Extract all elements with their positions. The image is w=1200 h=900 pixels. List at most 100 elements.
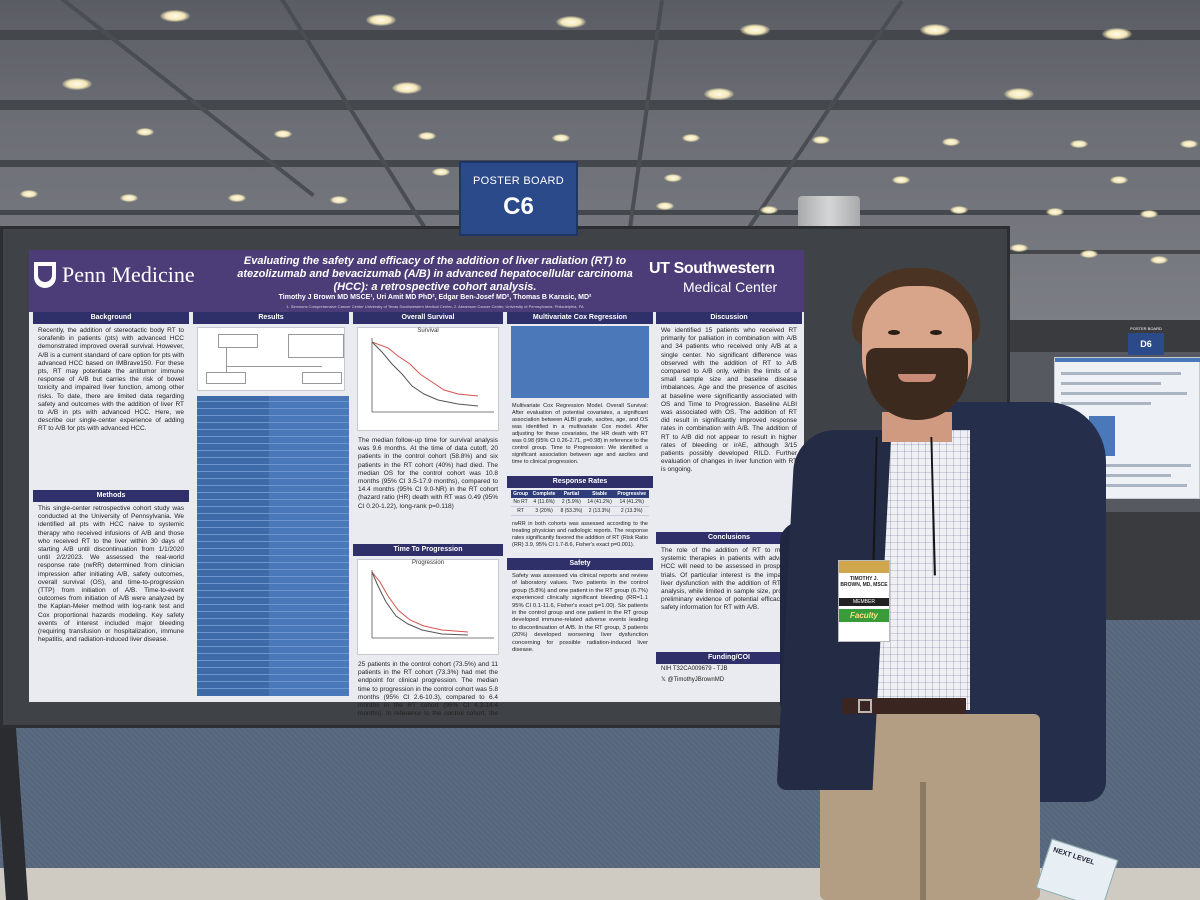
ceiling-light <box>556 16 586 28</box>
ceiling-light <box>1180 140 1198 148</box>
cox-regression-table <box>511 326 649 398</box>
table-header-cell: Stable <box>584 490 615 498</box>
poster-affiliations: 1. Simmons Comprehensive Cancer Center U… <box>286 304 584 309</box>
table-cell: No RT <box>511 498 531 507</box>
section-header-mv-cox: Multivariate Cox Regression <box>507 312 653 324</box>
table-row <box>197 522 349 528</box>
background-text: Recently, the addition of stereotactic b… <box>38 327 184 433</box>
table-row <box>197 571 349 577</box>
poster-title: Evaluating the safety and efficacy of th… <box>237 255 633 293</box>
ceiling-light <box>1070 140 1088 148</box>
table-row <box>197 494 349 500</box>
consort-connector <box>226 348 227 372</box>
table-row <box>197 648 349 654</box>
utsw-wordmark: UT Southwestern <box>649 260 775 277</box>
table-header-cell: Group <box>511 490 531 498</box>
table-row <box>197 438 349 444</box>
section-header-overall-survival: Overall Survival <box>353 312 503 324</box>
table-row <box>197 599 349 605</box>
ceiling-truss <box>0 100 1200 110</box>
neighbor-poster-text <box>1061 474 1171 477</box>
table-row <box>197 452 349 458</box>
neighbor-poster-text <box>1061 464 1191 467</box>
progression-curve-control <box>371 571 469 636</box>
ceiling-light <box>892 176 910 184</box>
table-row <box>197 669 349 675</box>
table-row <box>197 445 349 451</box>
penn-medicine-wordmark: Penn Medicine <box>62 262 195 287</box>
poster-authors: Timothy J Brown MD MSCE¹, Uri Amit MD Ph… <box>278 294 592 301</box>
table-row <box>197 662 349 668</box>
ceiling-light <box>812 136 830 144</box>
table-row <box>197 410 349 416</box>
penn-shield-icon <box>34 262 56 288</box>
table-cell: 2 (13.3%) <box>614 506 649 516</box>
table-row <box>197 557 349 563</box>
survival-curve-rt <box>371 341 479 397</box>
ceiling-light <box>682 134 700 142</box>
column-discussion: Discussion We identified 15 patients who… <box>656 312 802 702</box>
table-row <box>197 613 349 619</box>
table-header-cell: Complete <box>530 490 559 498</box>
table-row <box>197 655 349 661</box>
table-row <box>197 501 349 507</box>
utsw-subtitle: Medical Center <box>683 279 778 295</box>
consort-box <box>288 334 344 358</box>
methods-text: This single-center retrospective cohort … <box>38 505 184 644</box>
neighbor-poster-banner <box>1055 358 1200 362</box>
table-cell: 3 (20%) <box>530 506 559 516</box>
ceiling-light <box>136 128 154 136</box>
left-eye <box>888 330 900 335</box>
survival-curves <box>371 338 494 413</box>
time-to-progression-text: 25 patients in the control cohort (73.5%… <box>358 661 498 718</box>
ceiling-truss <box>0 30 1200 40</box>
ceiling-truss <box>0 210 1200 215</box>
ceiling-light <box>760 206 778 214</box>
table-row <box>197 431 349 437</box>
conclusions-text: The role of the addition of RT to modern… <box>661 547 797 612</box>
table-row <box>197 592 349 598</box>
ceiling-light <box>418 132 436 140</box>
penn-medicine-logo: Penn Medicine <box>34 262 195 288</box>
ceiling-light <box>1046 208 1064 216</box>
badge-member-label: MEMBER <box>839 598 889 606</box>
section-header-conclusions: Conclusions <box>656 532 802 544</box>
table-row <box>197 417 349 423</box>
ceiling-light <box>274 130 292 138</box>
consort-box <box>206 372 246 384</box>
ceiling-light <box>1080 250 1098 258</box>
ceiling-light <box>330 196 348 204</box>
belt-buckle <box>858 699 872 713</box>
ceiling-light <box>120 194 138 202</box>
poster-board-label: POSTER BOARD <box>472 175 564 187</box>
table-row <box>197 627 349 633</box>
ceiling-light <box>228 194 246 202</box>
poster-banner: Penn Medicine Evaluating the safety and … <box>29 250 804 312</box>
column-results: Results <box>193 312 349 702</box>
belt <box>842 698 966 714</box>
side-board-sign: POSTER BOARD D6 <box>1128 326 1164 355</box>
smile <box>898 374 936 382</box>
table-cell: 2 (5.9%) <box>558 498 585 507</box>
table-row <box>197 459 349 465</box>
overall-survival-text: The median follow-up time for survival a… <box>358 437 498 510</box>
table-row <box>197 473 349 479</box>
section-header-background: Background <box>33 312 189 324</box>
ceiling-light <box>62 78 92 90</box>
badge-name: TIMOTHY J. BROWN, MD, MSCE <box>840 576 888 588</box>
discussion-text: We identified 15 patients who received R… <box>661 327 797 474</box>
table-cell: 2 (13.3%) <box>584 506 615 516</box>
ceiling-light <box>950 206 968 214</box>
table-row <box>197 396 349 402</box>
column-survival: Overall Survival Survival The median fol… <box>353 312 503 717</box>
ceiling-light <box>1140 210 1158 218</box>
ceiling-light <box>20 190 38 198</box>
table-row: No RT 4 (11.6%) 2 (5.9%) 14 (41.2%) 14 (… <box>511 498 649 507</box>
neighbor-poster-text <box>1061 484 1187 487</box>
table-cell: 4 (11.6%) <box>530 498 559 507</box>
survival-km-plot: Survival <box>357 327 499 431</box>
table-header-cell: Partial <box>558 490 585 498</box>
progression-curve-rt <box>371 571 469 633</box>
progression-plot-title: Progression <box>411 560 444 566</box>
consort-box <box>218 334 258 348</box>
